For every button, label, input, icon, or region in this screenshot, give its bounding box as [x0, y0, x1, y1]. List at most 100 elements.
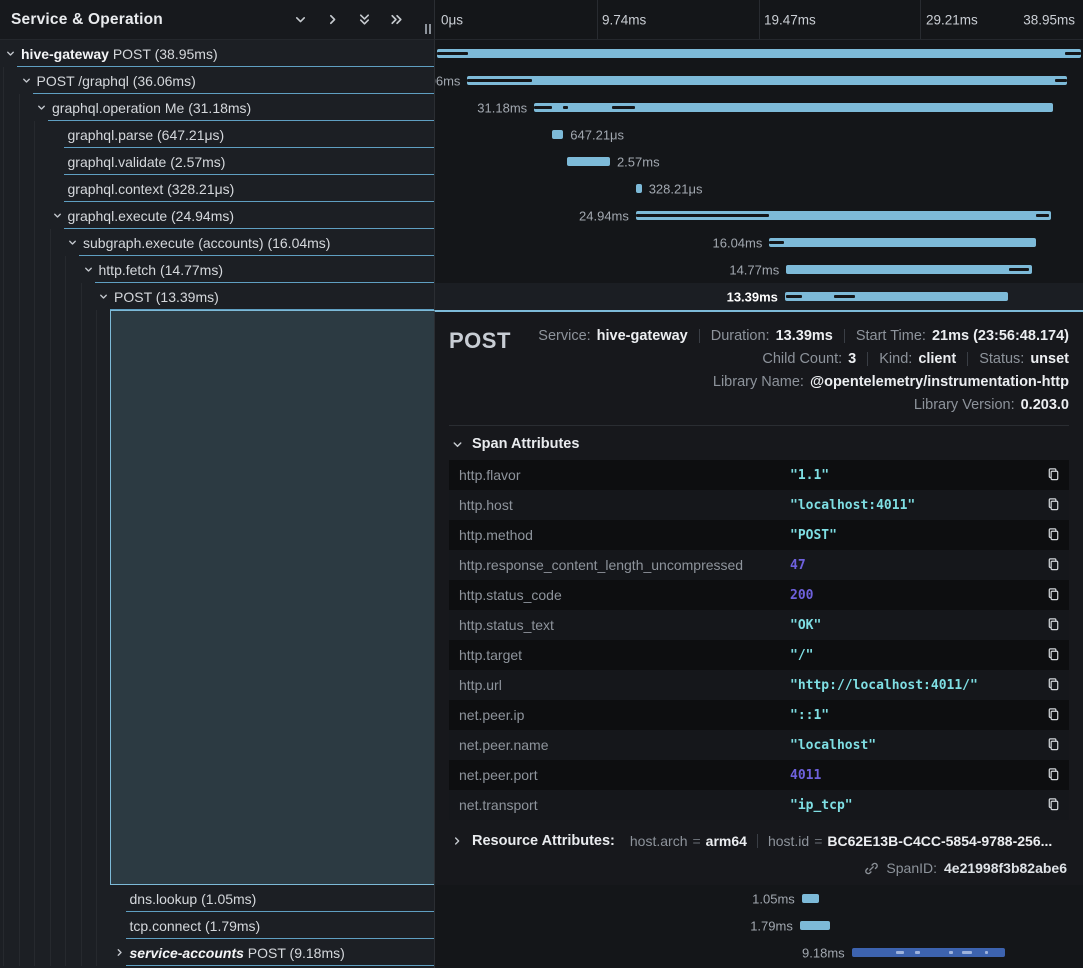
span-duration-bar[interactable] [799, 921, 830, 930]
copy-value-button[interactable] [1046, 557, 1061, 575]
span-row[interactable]: graphql.context (328.21μs) 328.21μs [0, 175, 1083, 202]
span-duration-bar[interactable] [786, 265, 1032, 274]
double-chevron-down-icon[interactable] [357, 12, 372, 27]
chevron-down-icon[interactable] [21, 75, 32, 86]
span-duration-bar[interactable] [534, 103, 1053, 112]
span-duration-bar[interactable] [467, 76, 1068, 85]
attribute-row: http.url "http://localhost:4011/" [449, 670, 1069, 700]
span-detail-left-region [0, 310, 434, 885]
chevron-down-icon[interactable] [293, 12, 308, 27]
copy-value-button[interactable] [1046, 647, 1061, 665]
span-row[interactable]: graphql.execute (24.94ms) 24.94ms [0, 202, 1083, 229]
chevron-down-icon[interactable] [36, 102, 47, 113]
span-timeline-cell[interactable]: 1.05ms [434, 885, 1083, 912]
span-timeline-cell[interactable]: 16.04ms [434, 229, 1083, 256]
chevron-right-icon[interactable] [114, 947, 125, 958]
span-id-row: SpanID: 4e21998f3b82abe6 [449, 851, 1069, 876]
span-row[interactable]: http.fetch (14.77ms) 14.77ms [0, 256, 1083, 283]
span-duration-label: 1.05ms [752, 891, 795, 906]
span-row[interactable]: POST /graphql (36.06ms) 36.06ms [0, 67, 1083, 94]
copy-value-button[interactable] [1046, 587, 1061, 605]
indent-guide [80, 912, 82, 939]
chevron-down-icon[interactable] [98, 291, 109, 302]
span-row[interactable]: tcp.connect (1.79ms) 1.79ms [0, 912, 1083, 939]
span-label: dns.lookup (1.05ms) [130, 891, 257, 907]
copy-value-button[interactable] [1046, 467, 1061, 485]
chevron-down-icon[interactable] [67, 237, 78, 248]
chevron-down-icon [453, 441, 462, 447]
span-label: graphql.parse (647.21μs) [68, 127, 225, 143]
span-timeline-cell[interactable]: 13.39ms [434, 283, 1083, 310]
span-timeline-cell[interactable]: 14.77ms [434, 256, 1083, 283]
span-name-cell[interactable]: graphql.context (328.21μs) [0, 175, 434, 202]
span-name-cell[interactable]: graphql.operation Me (31.18ms) [0, 94, 434, 121]
span-duration-bar[interactable] [552, 130, 564, 139]
chevron-right-icon[interactable] [325, 12, 340, 27]
span-name-cell[interactable]: POST /graphql (36.06ms) [0, 67, 434, 94]
span-duration-bar[interactable] [784, 292, 1008, 301]
span-duration-label: 36.06ms [435, 73, 461, 88]
meta-value: client [918, 350, 957, 367]
copy-value-button[interactable] [1046, 497, 1061, 515]
copy-value-button[interactable] [1046, 527, 1061, 545]
indent-guide [80, 310, 82, 885]
copy-value-button[interactable] [1046, 677, 1061, 695]
span-row[interactable]: POST (13.39ms) 13.39ms [0, 283, 1083, 310]
span-timeline-cell[interactable]: 38.95ms [434, 40, 1083, 67]
attribute-key: net.transport [459, 797, 538, 813]
timeline-tick: 29.21ms [926, 12, 978, 27]
meta-divider [867, 351, 869, 366]
span-timeline-cell[interactable]: 328.21μs [434, 175, 1083, 202]
resource-attributes-row[interactable]: Resource Attributes: host.arch = arm64 host… [449, 820, 1069, 851]
span-name-cell[interactable]: hive-gateway POST (38.95ms) [0, 40, 434, 67]
row-underline [125, 938, 434, 939]
chevron-down-icon[interactable] [52, 210, 63, 221]
span-timeline-cell[interactable]: 36.06ms [434, 67, 1083, 94]
copy-value-button[interactable] [1046, 737, 1061, 755]
span-timeline-cell[interactable]: 1.79ms [434, 912, 1083, 939]
span-attributes-section-header[interactable]: Span Attributes [449, 426, 1069, 460]
span-name-cell[interactable]: graphql.execute (24.94ms) [0, 202, 434, 229]
copy-value-button[interactable] [1046, 707, 1061, 725]
span-row[interactable]: service-accounts POST (9.18ms) 9.18ms [0, 939, 1083, 966]
chevron-down-icon[interactable] [5, 48, 16, 59]
span-name-cell[interactable]: graphql.validate (2.57ms) [0, 148, 434, 175]
span-row[interactable]: subgraph.execute (accounts) (16.04ms) 16.… [0, 229, 1083, 256]
span-name-cell[interactable]: subgraph.execute (accounts) (16.04ms) [0, 229, 434, 256]
copy-value-button[interactable] [1046, 767, 1061, 785]
span-duration-label: 2.57ms [616, 154, 660, 169]
span-row[interactable]: graphql.validate (2.57ms) 2.57ms [0, 148, 1083, 175]
attribute-value: "http://localhost:4011/" [790, 677, 978, 693]
copy-value-button[interactable] [1046, 797, 1061, 815]
span-row[interactable]: dns.lookup (1.05ms) 1.05ms [0, 885, 1083, 912]
attribute-row: net.peer.name "localhost" [449, 730, 1069, 760]
span-name-cell[interactable]: service-accounts POST (9.18ms) [0, 939, 434, 966]
timeline-tick: 9.74ms [602, 12, 647, 27]
chevron-down-icon[interactable] [83, 264, 94, 275]
span-duration-bar[interactable] [851, 948, 1005, 957]
span-duration-bar[interactable] [567, 157, 610, 166]
span-name-cell[interactable]: tcp.connect (1.79ms) [0, 912, 434, 939]
span-timeline-cell[interactable]: 647.21μs [434, 121, 1083, 148]
span-row[interactable]: graphql.parse (647.21μs) 647.21μs [0, 121, 1083, 148]
span-name-cell[interactable]: POST (13.39ms) [0, 283, 434, 310]
span-name-cell[interactable]: dns.lookup (1.05ms) [0, 885, 434, 912]
span-duration-bar[interactable] [436, 49, 1082, 58]
span-duration-bar[interactable] [769, 238, 1037, 247]
splitter-grip[interactable] [425, 24, 431, 34]
span-name-cell[interactable]: http.fetch (14.77ms) [0, 256, 434, 283]
child-span-mark [914, 951, 920, 954]
span-duration-bar[interactable] [635, 184, 642, 193]
span-timeline-cell[interactable]: 9.18ms [434, 939, 1083, 966]
double-chevron-right-icon[interactable] [389, 12, 404, 27]
span-timeline-cell[interactable]: 24.94ms [434, 202, 1083, 229]
span-name-cell[interactable]: graphql.parse (647.21μs) [0, 121, 434, 148]
span-row[interactable]: graphql.operation Me (31.18ms) 31.18ms [0, 94, 1083, 121]
span-timeline-cell[interactable]: 2.57ms [434, 148, 1083, 175]
span-duration-bar[interactable] [801, 894, 820, 903]
span-row[interactable]: hive-gateway POST (38.95ms) 38.95ms [0, 40, 1083, 67]
span-timeline-cell[interactable]: 31.18ms [434, 94, 1083, 121]
attribute-key: http.method [459, 527, 533, 543]
copy-value-button[interactable] [1046, 617, 1061, 635]
span-duration-bar[interactable] [635, 211, 1051, 220]
